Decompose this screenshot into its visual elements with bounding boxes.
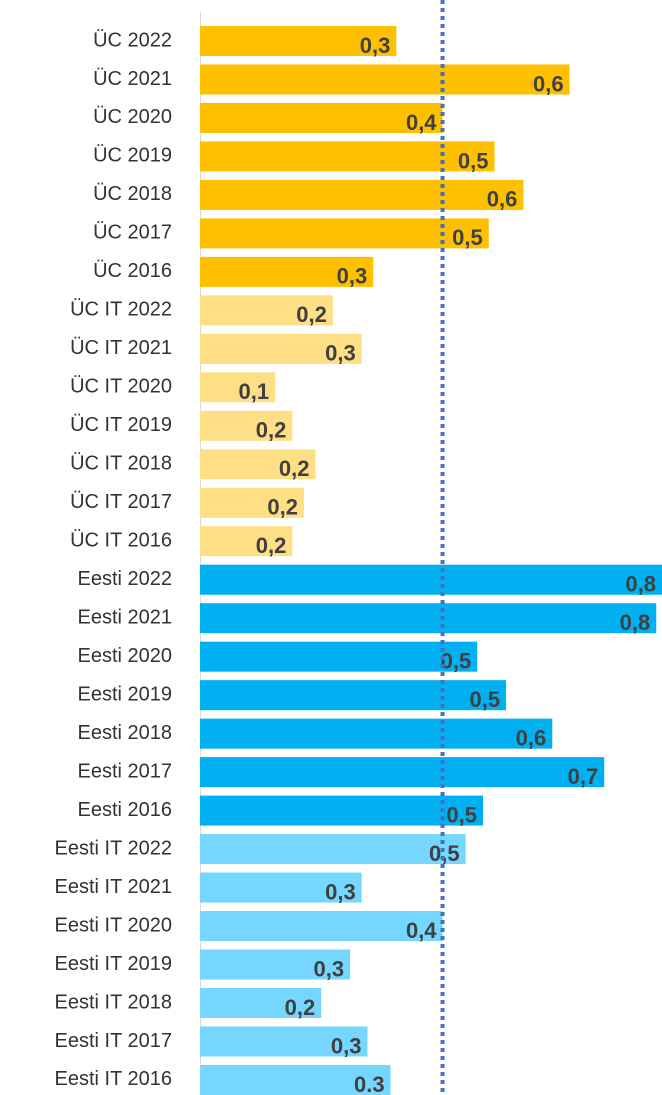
category-label: ÜC IT 2022 — [70, 299, 172, 321]
category-label: Eesti 2016 — [77, 799, 172, 821]
value-label: 0,3 — [325, 879, 356, 904]
value-label: 0,7 — [568, 764, 599, 789]
bar — [200, 564, 662, 595]
category-label: ÜC 2018 — [93, 183, 172, 205]
category-label: Eesti IT 2020 — [55, 914, 172, 936]
bar — [200, 1026, 368, 1057]
bar — [200, 295, 333, 326]
value-label: 0,2 — [256, 418, 287, 443]
category-label: Eesti 2021 — [77, 606, 172, 628]
value-label: 0,2 — [296, 302, 327, 327]
value-label: 0,3 — [337, 264, 368, 289]
category-label: Eesti 2018 — [77, 722, 172, 744]
bar — [200, 410, 293, 441]
value-label: 0,6 — [516, 725, 547, 750]
bar — [200, 487, 304, 518]
category-label: Eesti IT 2018 — [55, 991, 172, 1013]
value-label: 0,8 — [625, 572, 656, 597]
category-label: ÜC 2021 — [93, 68, 172, 90]
value-label: 0,6 — [533, 71, 564, 96]
value-label: 0,2 — [285, 995, 316, 1020]
bar — [200, 102, 443, 133]
category-label: ÜC IT 2018 — [70, 453, 172, 475]
category-label: Eesti 2020 — [77, 645, 172, 667]
value-label: 0,4 — [406, 110, 437, 135]
value-label: 0.3 — [354, 1072, 385, 1095]
value-label: 0,5 — [458, 148, 489, 173]
category-label: ÜC 2017 — [93, 222, 172, 244]
bar — [200, 680, 507, 711]
value-label: 0,6 — [487, 187, 518, 212]
value-label: 0,2 — [267, 495, 298, 520]
bar — [200, 795, 483, 826]
value-label: 0,5 — [452, 225, 483, 250]
category-label: Eesti 2017 — [77, 760, 172, 782]
value-label: 0,1 — [238, 379, 269, 404]
value-label: 0,5 — [446, 802, 477, 827]
category-label: ÜC IT 2019 — [70, 414, 172, 436]
bar — [200, 26, 397, 56]
value-label: 0,4 — [406, 918, 437, 943]
bar — [200, 641, 478, 672]
bar — [200, 141, 495, 172]
category-label: ÜC IT 2021 — [70, 337, 172, 359]
bar — [200, 333, 362, 364]
bar — [200, 449, 316, 480]
category-label: Eesti IT 2021 — [55, 876, 172, 898]
category-label: ÜC IT 2016 — [70, 530, 172, 552]
bar — [200, 988, 322, 1018]
bar — [200, 526, 293, 557]
bar — [200, 179, 524, 210]
category-label: ÜC 2022 — [93, 29, 172, 51]
bar — [200, 757, 605, 788]
bar — [200, 718, 553, 749]
bar — [200, 603, 657, 634]
bar — [200, 949, 351, 980]
bar — [200, 64, 570, 95]
bar — [200, 218, 489, 249]
category-label: ÜC IT 2017 — [70, 491, 172, 513]
category-label: Eesti 2019 — [77, 683, 172, 705]
category-label: ÜC 2016 — [93, 260, 172, 282]
bar — [200, 372, 276, 403]
category-label: ÜC 2019 — [93, 145, 172, 167]
value-label: 0,5 — [441, 648, 472, 673]
value-label: 0,2 — [279, 456, 310, 481]
value-label: 0,2 — [256, 533, 287, 558]
value-label: 0,3 — [325, 341, 356, 366]
bar — [200, 872, 362, 903]
category-label: Eesti IT 2017 — [55, 1030, 172, 1052]
bar — [200, 834, 466, 865]
category-label: Eesti IT 2019 — [55, 953, 172, 975]
value-label: 0,3 — [360, 33, 391, 58]
value-label: 0,8 — [620, 610, 651, 635]
bar — [200, 1064, 391, 1095]
value-label: 0,5 — [469, 687, 500, 712]
category-label: Eesti 2022 — [77, 568, 172, 590]
value-label: 0,5 — [429, 841, 460, 866]
category-label: ÜC IT 2020 — [70, 376, 172, 398]
category-label: Eesti IT 2022 — [55, 837, 172, 859]
bar — [200, 911, 443, 942]
category-label: Eesti IT 2016 — [55, 1068, 172, 1090]
bar — [200, 256, 374, 287]
category-label: ÜC 2020 — [93, 106, 172, 128]
value-label: 0,3 — [314, 956, 345, 981]
value-label: 0,3 — [331, 1033, 362, 1058]
